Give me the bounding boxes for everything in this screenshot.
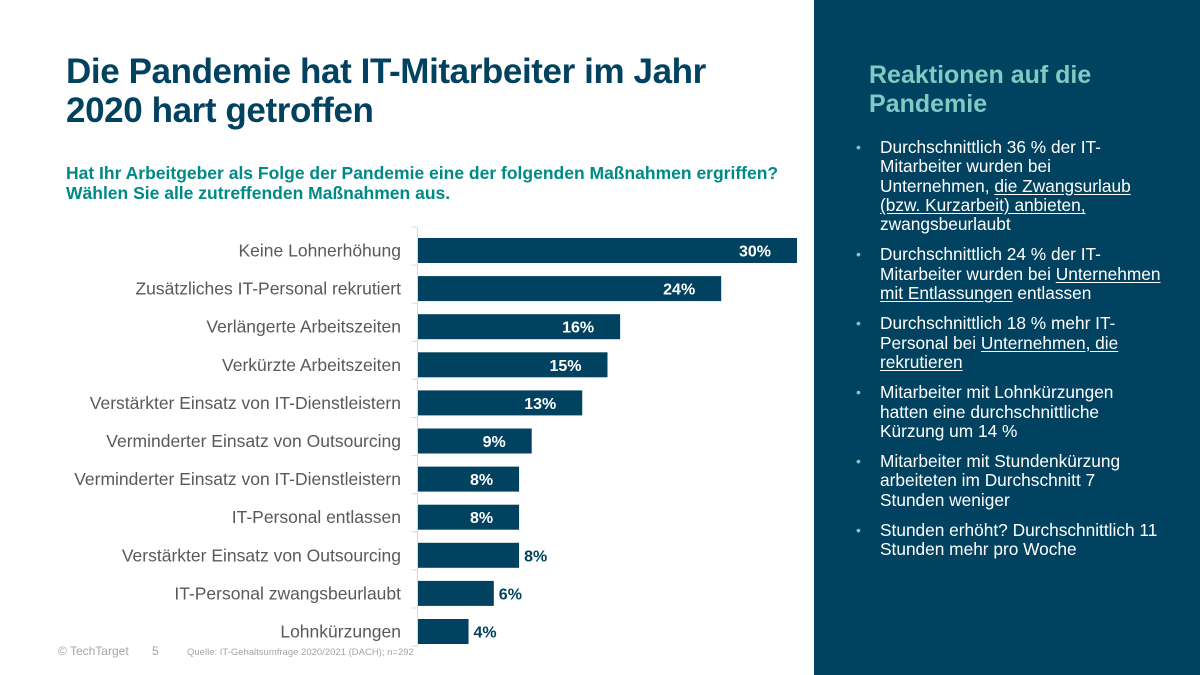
category-label: Zusätzliches IT-Personal rekrutiert <box>135 279 401 299</box>
bar <box>418 276 722 302</box>
reaction-item: • Durchschnittlich 18 % mehr IT-Personal … <box>854 314 1164 372</box>
bar <box>418 504 520 530</box>
value-label: 9% <box>483 434 506 451</box>
source-note: Quelle: IT-Gehaltsumfrage 2020/2021 (DAC… <box>187 647 414 658</box>
survey-question: Hat Ihr Arbeitgeber als Folge der Pandem… <box>66 163 779 203</box>
value-label: 8% <box>470 472 493 489</box>
bar-chart: Keine Lohnerhöhung 30% Zusätzliches IT-Per… <box>74 226 797 647</box>
reaction-text-tail: zwangsbeurlaubt <box>880 214 1011 235</box>
bullet-icon: • <box>856 315 861 332</box>
reaction-item: • Durchschnittlich 36 % der IT-Mitarbeite… <box>854 137 1164 235</box>
category-label: Verlängerte Arbeitszeiten <box>206 317 401 337</box>
reactions-panel: Reaktionen auf die Pandemie • Durchschnit… <box>814 0 1200 675</box>
bar <box>418 390 583 416</box>
value-label: 16% <box>562 320 594 337</box>
bullet-icon: • <box>856 246 861 263</box>
bullet-icon: • <box>856 522 861 539</box>
value-label: 13% <box>524 396 556 413</box>
reaction-text: Durchschnittlich 24 % der IT-Mitarbeiter… <box>880 244 1101 284</box>
reaction-link[interactable]: Unternehmen mit Entlassungen <box>880 263 1161 304</box>
reaction-item: • Mitarbeiter mit Lohnkürzungen hatten ei… <box>854 383 1164 441</box>
slide-title: Die Pandemie hat IT-Mitarbeiter im Jahr … <box>66 52 706 130</box>
bar <box>418 428 532 454</box>
value-label: 30% <box>739 244 771 261</box>
category-label: IT-Personal zwangsbeurlaubt <box>174 583 401 603</box>
reaction-item: • Mitarbeiter mit Stundenkürzung arbeitet… <box>854 452 1164 510</box>
reaction-link[interactable]: Unternehmen, die rekrutieren <box>880 332 1119 372</box>
category-label: Verminderter Einsatz von IT-Dienstleiste… <box>74 469 401 489</box>
bullet-icon: • <box>856 384 861 401</box>
copyright: © TechTarget <box>58 644 129 658</box>
bar <box>418 238 797 263</box>
bar <box>418 352 608 378</box>
bullet-icon: • <box>856 453 861 470</box>
value-label: 8% <box>470 510 493 527</box>
reaction-item: • Stunden erhöht? Durchschnittlich 11 Stu… <box>854 520 1164 560</box>
reaction-text: Mitarbeiter mit Lohnkürzungen hatten ein… <box>880 382 1114 441</box>
category-label: Verkürzte Arbeitszeiten <box>222 355 401 375</box>
reaction-text-tail: entlassen <box>1012 283 1092 304</box>
panel-title: Reaktionen auf die Pandemie <box>869 61 1092 118</box>
reaction-text: Stunden erhöht? Durchschnittlich 11 Stun… <box>880 520 1158 560</box>
reaction-link[interactable]: die Zwangsurlaub (bzw. Kurzarbeit) anbie… <box>880 175 1131 215</box>
category-label: Verstärkter Einsatz von Outsourcing <box>122 545 401 565</box>
bullet-icon: • <box>856 139 861 155</box>
value-label: 6% <box>499 586 522 603</box>
reaction-item: • Durchschnittlich 24 % der IT-Mitarbeite… <box>854 245 1164 303</box>
bar <box>418 619 469 644</box>
value-label: 4% <box>474 625 497 642</box>
bar <box>418 466 520 492</box>
category-label: Verminderter Einsatz von Outsourcing <box>106 431 401 451</box>
bar <box>418 314 621 340</box>
reaction-text: Durchschnittlich 18 % mehr IT-Personal b… <box>880 313 1116 353</box>
reaction-text: Mitarbeiter mit Stundenkürzung arbeitete… <box>880 451 1121 510</box>
category-label: Verstärkter Einsatz von IT-Dienstleister… <box>90 393 401 413</box>
reaction-text: Durchschnittlich 36 % der IT-Mitarbeiter… <box>880 137 1101 196</box>
category-label: Keine Lohnerhöhung <box>238 241 401 261</box>
reactions-list: • Durchschnittlich 36 % der IT-Mitarbeite… <box>854 137 1164 571</box>
value-label: 15% <box>549 358 581 375</box>
value-label: 24% <box>663 282 695 299</box>
value-label: 8% <box>524 548 547 565</box>
bar <box>418 580 494 606</box>
category-label: IT-Personal entlassen <box>232 507 401 527</box>
category-label: Lohnkürzungen <box>280 622 401 642</box>
bar <box>418 542 520 568</box>
page-number: 5 <box>152 644 159 658</box>
